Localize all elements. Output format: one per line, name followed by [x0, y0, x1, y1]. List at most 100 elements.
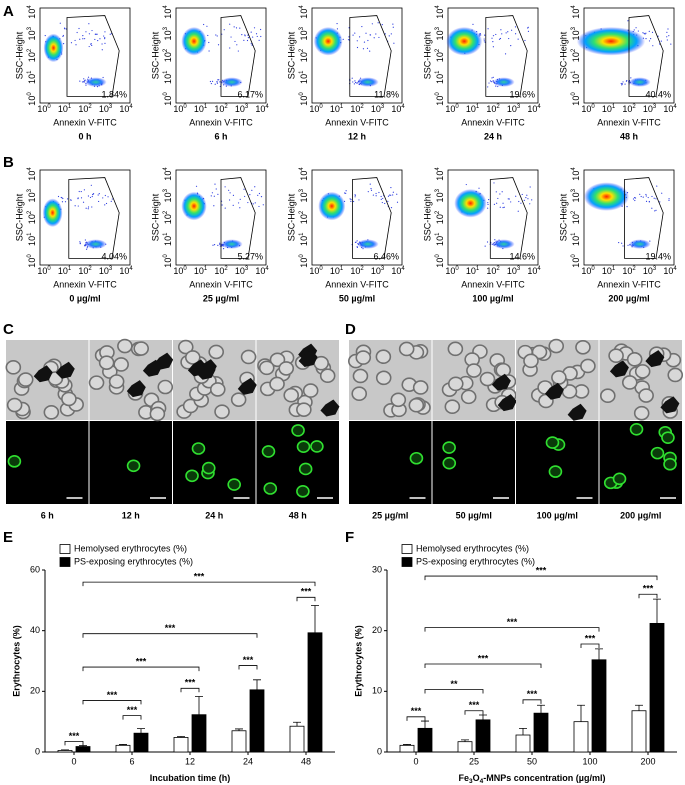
event-dot: [219, 242, 221, 244]
error-bar: [119, 744, 127, 746]
tick-exponent: 3: [245, 104, 249, 110]
flow-tick-label: 102: [571, 210, 582, 224]
error-bar: [61, 749, 69, 751]
flow-y-label: SSC-Height: [150, 31, 160, 79]
significance-bracket: [238, 665, 258, 670]
event-dot: [109, 33, 111, 35]
tick-exponent: 3: [571, 26, 577, 30]
event-dot: [652, 45, 654, 47]
flow-tick-label: 102: [571, 48, 582, 62]
error-bar: [235, 728, 243, 731]
flow-tick-label: 101: [299, 232, 310, 246]
error-bar: [595, 648, 603, 660]
event-dot: [213, 195, 215, 197]
aggregate: [196, 362, 216, 380]
tick-exponent: 1: [204, 266, 208, 272]
tick-base: 10: [37, 104, 47, 114]
tick-base: 10: [163, 96, 173, 106]
event-dot: [62, 197, 64, 200]
event-dot: [497, 197, 499, 200]
event-dot: [666, 36, 668, 38]
erythrocyte: [177, 339, 194, 355]
erythrocyte: [548, 338, 565, 354]
event-dot: [82, 81, 85, 83]
event-dot: [90, 184, 92, 186]
event-dot: [647, 196, 649, 199]
event-dot: [642, 32, 644, 34]
tick-base: 10: [507, 266, 517, 276]
tick-exponent: 4: [163, 167, 169, 171]
density-cluster: [85, 239, 107, 249]
significance-label: ***: [411, 706, 422, 716]
event-dot: [195, 185, 198, 187]
event-dot: [354, 32, 356, 34]
event-dot: [79, 241, 81, 243]
flow-tick-label: 103: [507, 104, 521, 115]
tick-exponent: 2: [299, 210, 305, 214]
tick-base: 10: [571, 236, 581, 246]
event-dot: [62, 35, 64, 38]
tick-base: 10: [27, 9, 37, 19]
condition-label: 24 h: [205, 510, 223, 520]
y-axis-label: Erythrocytes (%): [353, 625, 363, 697]
flow-tick-label: 100: [309, 104, 323, 115]
legend-swatch: [59, 557, 71, 567]
event-dot: [85, 84, 87, 86]
gate-percent: 1.84%: [101, 89, 127, 99]
event-dot: [254, 202, 256, 204]
tick-exponent: 4: [673, 266, 677, 272]
tick-base: 10: [571, 171, 581, 181]
event-dot: [494, 239, 496, 241]
tick-exponent: 4: [27, 5, 33, 9]
flow-tick-label: 101: [330, 266, 344, 277]
significance-label: ***: [585, 633, 596, 643]
event-dot: [514, 26, 517, 28]
event-dot: [370, 189, 373, 191]
aggregate: [544, 382, 564, 400]
flow-tick-label: 101: [435, 232, 446, 246]
tick-exponent: 0: [27, 92, 33, 96]
event-dot: [488, 198, 490, 201]
flow-tick-label: 102: [486, 104, 500, 115]
event-dot: [637, 30, 639, 32]
event-dot: [251, 189, 253, 191]
event-dot: [110, 200, 112, 202]
gate: [349, 15, 392, 97]
tick-exponent: 1: [435, 232, 441, 236]
event-dot: [95, 33, 97, 35]
y-tick-label: 60: [30, 564, 40, 574]
erythrocyte: [240, 349, 257, 365]
event-dot: [493, 203, 495, 205]
aggregate: [320, 399, 340, 417]
tick-base: 10: [350, 104, 360, 114]
flow-tick-label: 103: [371, 266, 385, 277]
tick-base: 10: [163, 236, 173, 246]
event-dot: [510, 201, 512, 203]
significance-bracket: [406, 716, 426, 721]
tick-base: 10: [299, 96, 309, 106]
erythrocyte: [608, 348, 624, 363]
x-axis-label-part: Fe: [459, 773, 470, 783]
tick-base: 10: [299, 9, 309, 19]
y-axis-label: Erythrocytes (%): [11, 625, 21, 697]
flow-tick-label: 102: [163, 210, 174, 224]
plot-frame: [447, 169, 539, 266]
flow-tick-label: 104: [527, 104, 541, 115]
density-cluster: [357, 77, 379, 87]
tick-base: 10: [643, 104, 653, 114]
flow-y-label: SSC-Height: [422, 31, 432, 79]
event-dot: [247, 34, 249, 36]
flow-tick-label: 104: [571, 167, 582, 181]
event-dot: [206, 25, 208, 27]
event-dot: [627, 244, 629, 246]
flow-y-label: SSC-Height: [14, 31, 24, 79]
bar: [173, 737, 189, 753]
ps-positive-cell: [442, 456, 457, 470]
event-dot: [621, 242, 623, 244]
tick-base: 10: [622, 266, 632, 276]
tick-exponent: 0: [299, 92, 305, 96]
event-dot: [655, 209, 657, 211]
event-dot: [648, 30, 650, 32]
tick-exponent: 0: [299, 254, 305, 258]
event-dot: [218, 79, 220, 81]
